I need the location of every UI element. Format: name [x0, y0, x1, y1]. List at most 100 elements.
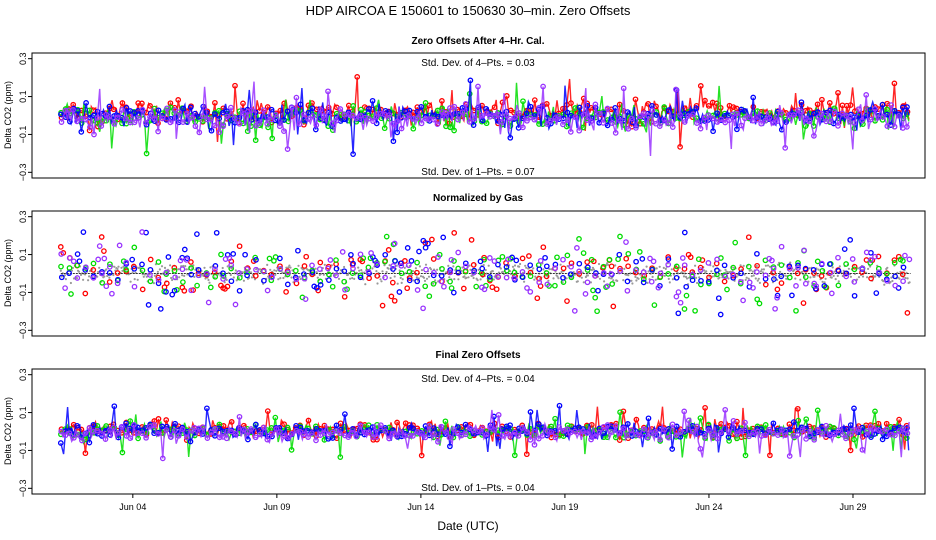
data-point-series-0 [677, 144, 683, 150]
normalized-gray-point [767, 274, 771, 277]
normalized-gray-point [598, 277, 602, 280]
normalized-gray-point [96, 275, 99, 278]
normalized-gray-point [742, 264, 745, 267]
data-point-series-1 [406, 268, 413, 275]
data-point-series-1 [398, 270, 405, 277]
data-point-series-3 [547, 117, 554, 124]
data-point-series-2 [208, 127, 215, 134]
normalized-gray-point [603, 280, 606, 283]
data-point-series-0 [625, 263, 631, 270]
normalized-gray-point [744, 278, 747, 281]
data-point-series-3 [782, 145, 789, 151]
panel-title: Normalized by Gas [433, 193, 523, 204]
data-point-series-3 [451, 103, 458, 110]
data-point-series-3 [524, 429, 530, 435]
data-point-series-3 [697, 445, 704, 452]
y-tick-label: 0.1 [18, 248, 28, 261]
data-point-series-3 [624, 287, 631, 294]
normalized-gray-point [561, 281, 564, 284]
data-point-series-2 [450, 289, 457, 296]
data-point-series-0 [212, 99, 218, 106]
normalized-gray-point [607, 263, 610, 266]
data-point-series-3 [171, 427, 178, 434]
data-point-series-0 [481, 254, 487, 261]
data-point-series-3 [475, 83, 481, 90]
data-point-series-3 [831, 108, 838, 115]
data-point-series-2 [754, 250, 760, 257]
data-point-series-3 [900, 278, 906, 285]
normalized-gray-point [152, 282, 155, 285]
normalized-gray-point [259, 268, 262, 271]
data-point-series-3 [431, 269, 437, 276]
data-point-series-0 [181, 287, 188, 294]
data-point-series-3 [353, 115, 360, 122]
data-point-series-3 [690, 111, 696, 118]
data-point-series-1 [568, 274, 575, 281]
data-point-series-3 [66, 255, 73, 261]
data-point-series-3 [694, 120, 700, 126]
data-point-series-2 [111, 403, 118, 410]
data-point-series-0 [616, 437, 623, 443]
data-point-series-2 [430, 272, 437, 279]
data-point-series-0 [721, 278, 728, 285]
data-point-series-3 [203, 270, 210, 277]
data-point-series-3 [365, 115, 372, 122]
normalized-gray-point [185, 268, 188, 271]
data-point-series-0 [536, 275, 542, 282]
data-point-series-3 [200, 424, 207, 431]
normalized-gray-point [476, 279, 479, 282]
normalized-gray-point [745, 276, 748, 279]
data-point-series-0 [811, 270, 817, 276]
normalized-gray-point [171, 278, 174, 282]
data-point-series-3 [904, 430, 911, 437]
data-point-series-1 [143, 150, 150, 157]
normalized-gray-point [358, 269, 361, 272]
data-point-series-2 [58, 274, 65, 281]
data-point-series-3 [831, 431, 838, 438]
normalized-gray-point [821, 280, 824, 283]
data-point-series-3 [657, 270, 664, 277]
data-point-series-2 [57, 440, 64, 446]
data-point-series-1 [698, 281, 704, 288]
data-point-series-3 [177, 257, 184, 264]
data-point-series-3 [504, 430, 510, 437]
normalized-gray-point [400, 281, 403, 284]
data-point-series-3 [155, 128, 161, 135]
data-point-series-0 [632, 269, 639, 276]
normalized-gray-point [830, 276, 833, 279]
normalized-gray-point [136, 278, 139, 281]
normalized-gray-point [289, 266, 292, 269]
data-point-series-3 [742, 419, 748, 426]
data-point-series-3 [623, 239, 629, 245]
data-point-series-3 [293, 276, 300, 283]
data-point-series-3 [697, 267, 704, 273]
data-point-series-3 [373, 113, 380, 120]
data-point-series-3 [313, 122, 320, 128]
data-point-series-3 [769, 257, 775, 264]
data-point-series-2 [224, 108, 230, 115]
normalized-gray-point [590, 268, 594, 272]
normalized-gray-point [523, 280, 526, 283]
data-point-series-3 [438, 423, 445, 430]
data-point-series-1 [410, 125, 417, 132]
normalized-gray-point [117, 265, 120, 268]
normalized-gray-point [886, 266, 889, 269]
normalized-gray-point [768, 265, 772, 268]
data-point-series-2 [67, 118, 73, 125]
data-point-series-3 [813, 283, 820, 290]
data-point-series-3 [109, 290, 115, 297]
normalized-gray-point [63, 274, 66, 277]
data-point-series-1 [74, 262, 81, 269]
y-tick-label: 0.1 [18, 406, 28, 419]
data-point-series-2 [542, 254, 548, 261]
data-point-series-3 [474, 428, 481, 435]
normalized-gray-point [184, 265, 187, 268]
data-point-series-2 [584, 102, 591, 109]
normalized-gray-point [64, 278, 67, 281]
normalized-gray-point [461, 266, 464, 269]
data-point-series-3 [244, 428, 251, 435]
data-point-series-2 [826, 261, 833, 267]
data-point-series-3 [657, 436, 663, 443]
data-point-series-0 [633, 416, 640, 423]
